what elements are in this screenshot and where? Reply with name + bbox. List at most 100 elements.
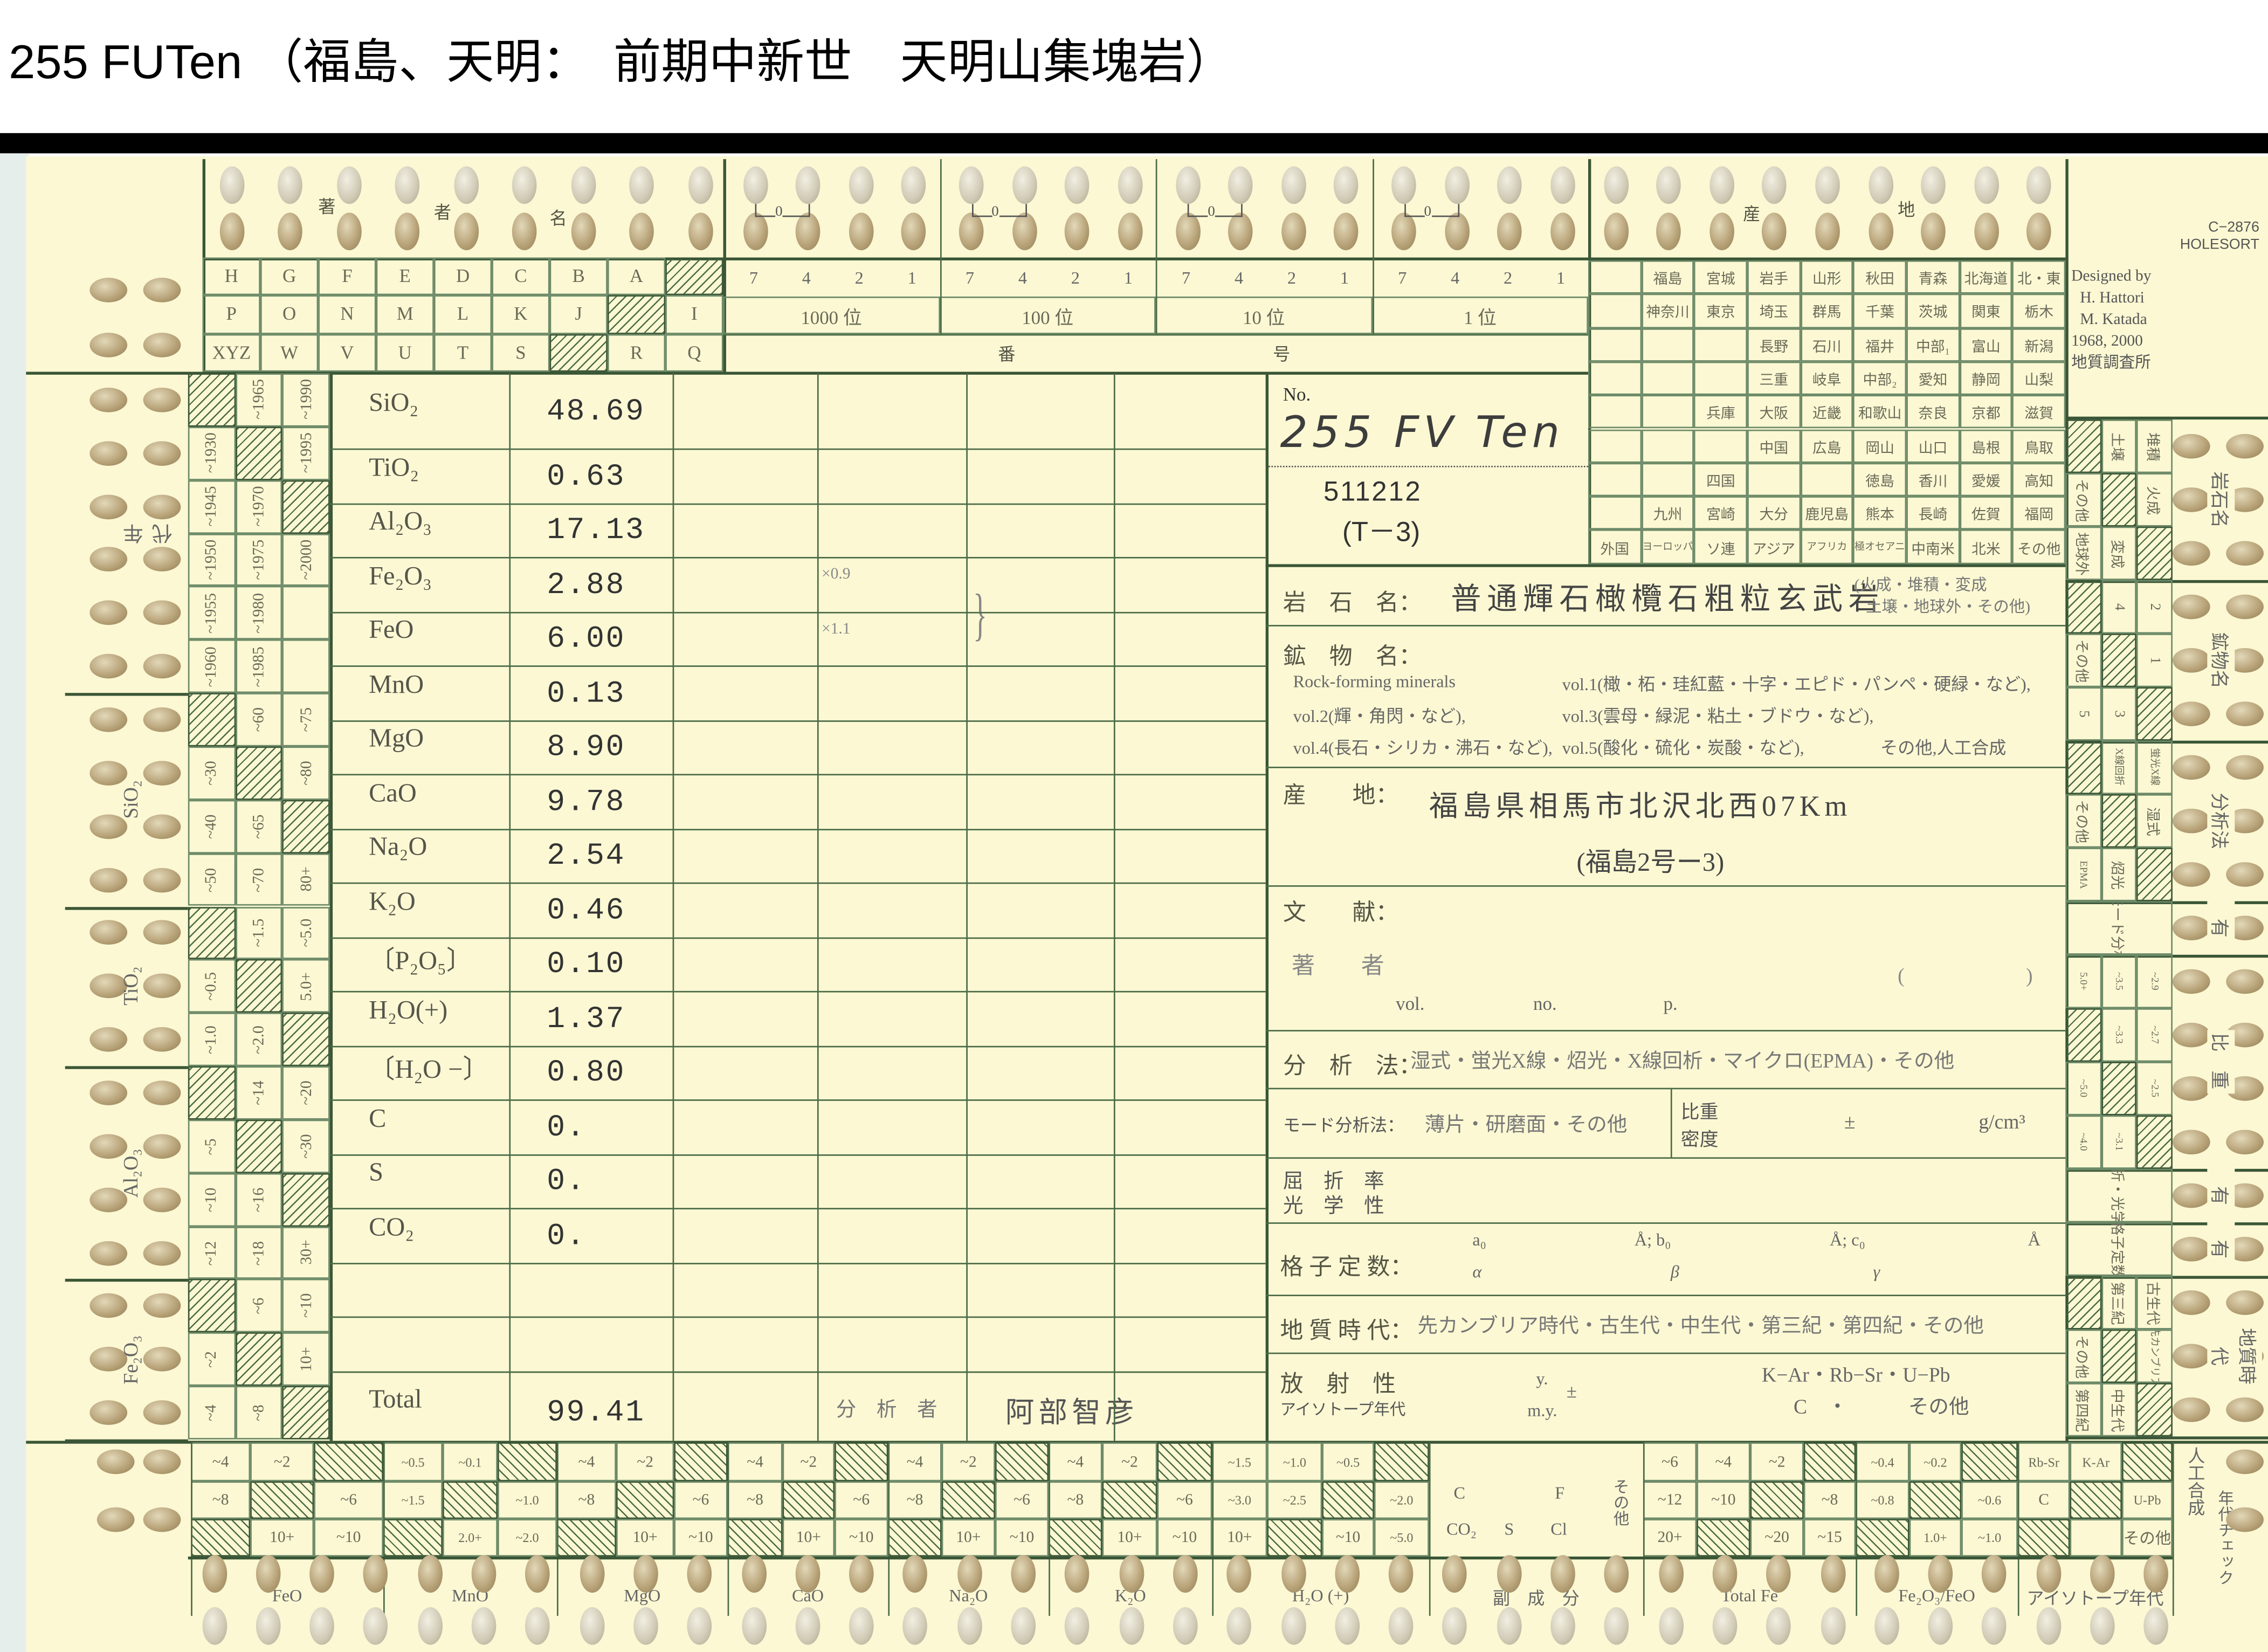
- punch-hole[interactable]: [2226, 433, 2264, 459]
- punch-hole[interactable]: [143, 1080, 181, 1105]
- punch-hole[interactable]: [1974, 166, 1999, 204]
- punch-hole[interactable]: [1658, 1555, 1683, 1593]
- punch-hole[interactable]: [219, 166, 244, 204]
- punch-hole[interactable]: [1921, 212, 1946, 251]
- punch-hole[interactable]: [1444, 166, 1469, 204]
- punch-hole[interactable]: [256, 1607, 280, 1645]
- punch-hole[interactable]: [1065, 1607, 1090, 1645]
- punch-hole[interactable]: [336, 166, 361, 204]
- punch-hole[interactable]: [2226, 1290, 2264, 1315]
- punch-hole[interactable]: [2172, 1022, 2210, 1048]
- punch-hole[interactable]: [1444, 212, 1469, 251]
- punch-hole[interactable]: [741, 1607, 766, 1645]
- punch-hole[interactable]: [1173, 1555, 1198, 1593]
- punch-hole[interactable]: [2172, 487, 2210, 512]
- punch-hole[interactable]: [2172, 1344, 2210, 1369]
- punch-hole[interactable]: [1443, 1555, 1467, 1593]
- punch-hole[interactable]: [1762, 166, 1787, 204]
- punch-hole[interactable]: [89, 1134, 128, 1159]
- punch-hole[interactable]: [1388, 1555, 1414, 1593]
- punch-hole[interactable]: [89, 547, 128, 573]
- punch-hole[interactable]: [1334, 1607, 1360, 1645]
- punch-hole[interactable]: [143, 814, 181, 839]
- punch-hole[interactable]: [525, 1607, 550, 1645]
- punch-hole[interactable]: [2036, 1607, 2061, 1645]
- punch-hole[interactable]: [2226, 1449, 2264, 1474]
- punch-hole[interactable]: [2172, 1183, 2210, 1208]
- punch-hole[interactable]: [848, 166, 873, 204]
- punch-hole[interactable]: [143, 1400, 181, 1425]
- punch-hole[interactable]: [1011, 1555, 1036, 1593]
- punch-hole[interactable]: [1333, 166, 1359, 204]
- punch-hole[interactable]: [89, 494, 128, 519]
- punch-hole[interactable]: [202, 1555, 226, 1593]
- punch-hole[interactable]: [2226, 1130, 2264, 1155]
- punch-hole[interactable]: [2226, 1506, 2264, 1531]
- punch-hole[interactable]: [143, 1134, 181, 1159]
- punch-hole[interactable]: [2172, 541, 2210, 566]
- punch-hole[interactable]: [2226, 701, 2264, 726]
- punch-hole[interactable]: [570, 212, 596, 251]
- punch-hole[interactable]: [96, 1449, 135, 1474]
- punch-hole[interactable]: [89, 277, 128, 302]
- punch-hole[interactable]: [1550, 1607, 1575, 1645]
- punch-hole[interactable]: [849, 1555, 874, 1593]
- punch-hole[interactable]: [1280, 1555, 1306, 1593]
- punch-hole[interactable]: [1603, 166, 1628, 204]
- punch-hole[interactable]: [1762, 212, 1787, 251]
- punch-hole[interactable]: [143, 1293, 181, 1319]
- punch-hole[interactable]: [143, 387, 181, 412]
- punch-hole[interactable]: [89, 654, 128, 679]
- punch-hole[interactable]: [89, 387, 128, 412]
- punch-hole[interactable]: [1820, 1607, 1845, 1645]
- punch-hole[interactable]: [525, 1555, 550, 1593]
- punch-hole[interactable]: [1173, 1607, 1198, 1645]
- punch-hole[interactable]: [256, 1555, 280, 1593]
- punch-hole[interactable]: [2172, 1290, 2210, 1315]
- punch-hole[interactable]: [1868, 212, 1893, 251]
- punch-hole[interactable]: [471, 1607, 497, 1645]
- punch-hole[interactable]: [903, 1607, 928, 1645]
- punch-hole[interactable]: [89, 440, 128, 466]
- punch-hole[interactable]: [1928, 1555, 1953, 1593]
- punch-hole[interactable]: [2144, 1607, 2169, 1645]
- punch-hole[interactable]: [202, 1607, 226, 1645]
- punch-hole[interactable]: [143, 601, 181, 625]
- punch-hole[interactable]: [687, 1555, 712, 1593]
- punch-hole[interactable]: [89, 1240, 128, 1265]
- punch-hole[interactable]: [1011, 1607, 1036, 1645]
- punch-hole[interactable]: [795, 1607, 820, 1645]
- punch-hole[interactable]: [1065, 1555, 1090, 1593]
- punch-hole[interactable]: [2226, 541, 2264, 566]
- punch-hole[interactable]: [278, 212, 302, 251]
- punch-hole[interactable]: [633, 1607, 658, 1645]
- punch-hole[interactable]: [512, 166, 537, 204]
- punch-hole[interactable]: [1658, 1607, 1683, 1645]
- punch-hole[interactable]: [143, 974, 181, 999]
- punch-hole[interactable]: [2172, 648, 2210, 673]
- punch-hole[interactable]: [579, 1607, 604, 1645]
- punch-hole[interactable]: [89, 920, 128, 946]
- punch-hole[interactable]: [143, 1506, 181, 1531]
- punch-hole[interactable]: [1550, 1555, 1575, 1593]
- punch-hole[interactable]: [1815, 212, 1840, 251]
- punch-hole[interactable]: [2144, 1555, 2169, 1593]
- punch-hole[interactable]: [453, 166, 478, 204]
- punch-hole[interactable]: [89, 707, 128, 732]
- punch-hole[interactable]: [1709, 212, 1734, 251]
- punch-hole[interactable]: [633, 1555, 658, 1593]
- punch-hole[interactable]: [1228, 212, 1253, 251]
- punch-hole[interactable]: [959, 212, 984, 251]
- punch-hole[interactable]: [570, 166, 596, 204]
- punch-hole[interactable]: [2090, 1607, 2115, 1645]
- punch-hole[interactable]: [1497, 212, 1522, 251]
- punch-hole[interactable]: [143, 547, 181, 573]
- punch-hole[interactable]: [143, 332, 181, 357]
- punch-hole[interactable]: [848, 212, 873, 251]
- punch-hole[interactable]: [143, 920, 181, 946]
- punch-hole[interactable]: [395, 212, 420, 251]
- punch-hole[interactable]: [143, 707, 181, 732]
- punch-hole[interactable]: [1766, 1607, 1791, 1645]
- punch-hole[interactable]: [903, 1555, 928, 1593]
- punch-hole[interactable]: [1874, 1607, 1899, 1645]
